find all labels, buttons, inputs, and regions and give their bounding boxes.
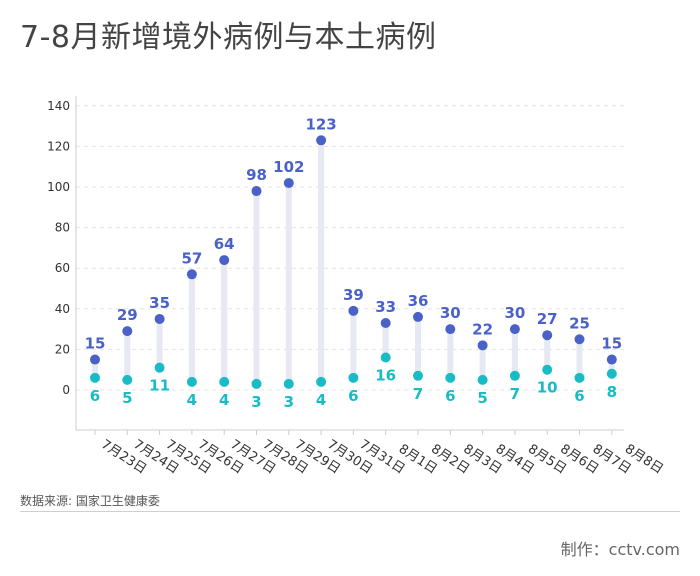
imported-point-16	[606, 354, 617, 365]
local-label-3: 4	[187, 391, 197, 409]
imported-point-11	[445, 324, 456, 335]
credit-text: 制作：cctv.com	[560, 540, 680, 559]
local-point-16	[606, 368, 617, 379]
local-point-15	[574, 372, 585, 383]
local-point-1	[122, 374, 133, 385]
y-tick-label-80: 80	[55, 221, 70, 235]
imported-point-12	[477, 340, 488, 351]
imported-point-6	[283, 177, 294, 188]
imported-label-8: 39	[343, 286, 364, 304]
local-point-6	[283, 378, 294, 389]
local-point-14	[542, 364, 553, 375]
y-tick-label-20: 20	[55, 342, 70, 356]
local-label-11: 6	[445, 387, 455, 405]
local-point-7	[316, 376, 327, 387]
imported-point-7	[316, 135, 327, 146]
local-point-10	[413, 370, 423, 381]
local-point-9	[380, 352, 391, 363]
imported-label-3: 57	[181, 249, 202, 267]
local-label-6: 3	[284, 393, 294, 411]
imported-point-13	[509, 324, 520, 335]
imported-label-14: 27	[537, 310, 558, 328]
imported-label-16: 15	[601, 335, 622, 353]
y-tick-label-100: 100	[47, 180, 70, 194]
imported-label-5: 98	[246, 166, 267, 184]
y-tick-label-40: 40	[55, 302, 70, 316]
local-label-13: 7	[510, 385, 520, 403]
local-label-15: 6	[574, 387, 584, 405]
local-point-8	[348, 372, 359, 383]
imported-label-15: 25	[569, 314, 590, 332]
local-label-14: 10	[537, 379, 558, 397]
imported-point-9	[380, 318, 391, 329]
imported-point-2	[154, 313, 165, 324]
chart-title: 7-8月新增境外病例与本土病例	[20, 20, 437, 55]
y-tick-label-60: 60	[55, 261, 70, 275]
imported-label-10: 36	[408, 292, 429, 310]
local-label-7: 4	[316, 391, 326, 409]
imported-point-14	[542, 330, 553, 341]
local-point-5	[251, 378, 262, 389]
imported-label-7: 123	[305, 115, 336, 133]
y-tick-label-0: 0	[62, 383, 70, 397]
local-point-0	[90, 372, 100, 383]
imported-label-12: 22	[472, 320, 493, 338]
local-label-2: 11	[149, 377, 170, 395]
imported-label-1: 29	[117, 306, 138, 324]
imported-point-5	[251, 186, 262, 197]
local-label-1: 5	[122, 389, 132, 407]
imported-point-15	[574, 334, 585, 345]
imported-point-8	[348, 305, 359, 316]
local-point-13	[509, 370, 520, 381]
imported-label-11: 30	[440, 304, 461, 322]
local-label-8: 6	[348, 387, 358, 405]
local-label-5: 3	[251, 393, 261, 411]
imported-point-1	[122, 326, 133, 337]
local-point-12	[477, 374, 488, 385]
imported-label-4: 64	[214, 235, 235, 253]
y-tick-label-120: 120	[47, 139, 70, 153]
imported-label-0: 15	[85, 335, 106, 353]
source-divider	[20, 511, 680, 512]
local-label-16: 8	[607, 383, 617, 401]
imported-point-10	[413, 311, 423, 322]
local-label-9: 16	[375, 367, 396, 385]
y-tick-label-140: 140	[47, 99, 70, 113]
imported-label-2: 35	[149, 294, 170, 312]
local-label-0: 6	[90, 387, 100, 405]
local-label-4: 4	[219, 391, 229, 409]
local-point-2	[154, 362, 165, 373]
local-point-11	[445, 372, 456, 383]
local-label-12: 5	[477, 389, 487, 407]
imported-label-6: 102	[273, 158, 304, 176]
imported-point-4	[219, 255, 230, 266]
local-point-3	[186, 376, 197, 387]
local-point-4	[219, 376, 230, 387]
data-source: 数据来源: 国家卫生健康委	[20, 494, 160, 508]
imported-point-3	[186, 269, 197, 280]
imported-point-0	[90, 354, 100, 365]
imported-label-9: 33	[375, 298, 396, 316]
local-label-10: 7	[413, 385, 423, 403]
imported-label-13: 30	[504, 304, 525, 322]
